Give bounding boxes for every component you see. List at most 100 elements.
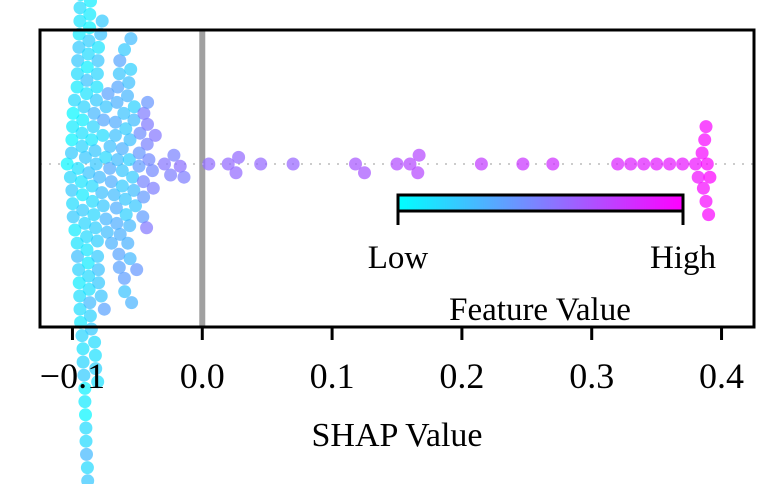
data-point [90, 234, 104, 248]
data-point [89, 93, 103, 107]
data-point [96, 128, 110, 142]
data-point [91, 263, 105, 277]
data-point [137, 190, 151, 204]
data-point [73, 289, 87, 303]
data-point [696, 181, 710, 195]
data-point [105, 236, 118, 250]
data-point [80, 87, 94, 101]
data-point [146, 181, 160, 195]
data-point [76, 113, 90, 127]
data-point [91, 249, 105, 263]
data-point [81, 474, 95, 484]
data-point [82, 269, 96, 283]
data-point [118, 43, 131, 57]
plot-frame [38, 28, 756, 329]
data-point [702, 208, 716, 222]
x-axis-title: SHAP Value [312, 417, 483, 454]
data-point [99, 212, 113, 226]
data-point [140, 137, 154, 151]
data-point [103, 161, 117, 175]
data-points [60, 0, 717, 484]
data-point [118, 192, 132, 206]
data-point [140, 221, 154, 235]
data-point [66, 106, 80, 120]
x-tick-label: 0.3 [569, 356, 614, 396]
data-point [88, 144, 102, 158]
data-point [141, 95, 155, 109]
data-point [412, 148, 426, 162]
data-point [83, 296, 97, 310]
data-point [117, 271, 131, 285]
x-tick-label: −0.1 [40, 356, 105, 396]
data-point [137, 106, 151, 120]
data-point [691, 170, 705, 184]
data-point [112, 260, 126, 274]
data-point [80, 243, 94, 257]
x-tick-label: 0.0 [180, 356, 225, 396]
data-point [72, 276, 86, 290]
data-point [111, 80, 125, 94]
data-point [611, 157, 625, 171]
data-point [71, 54, 85, 68]
data-point [71, 249, 84, 263]
data-point [60, 157, 74, 171]
data-point [124, 62, 138, 76]
data-point [122, 76, 136, 90]
data-point [118, 285, 132, 299]
data-point [76, 203, 90, 217]
data-point [78, 381, 92, 395]
colorbar-low-label: Low [368, 240, 429, 276]
colorbar-high-label: High [650, 240, 717, 276]
data-point [72, 40, 86, 54]
data-point [115, 179, 129, 193]
data-point [73, 1, 87, 15]
data-point [115, 164, 129, 178]
data-point [676, 157, 690, 171]
data-point [83, 21, 97, 35]
data-point [65, 183, 79, 197]
data-point [229, 166, 243, 180]
data-point [403, 157, 417, 171]
data-point [63, 170, 77, 184]
data-point [88, 335, 102, 349]
data-point [689, 157, 703, 171]
data-point [75, 329, 89, 343]
data-point [81, 256, 95, 270]
data-point [83, 7, 97, 21]
data-point [99, 150, 113, 164]
data-point [77, 0, 85, 2]
data-point [123, 133, 137, 147]
data-point [80, 73, 94, 87]
data-point [349, 157, 362, 171]
data-point [132, 146, 146, 160]
data-point [75, 139, 89, 153]
data-point [650, 157, 664, 171]
data-point [78, 216, 92, 230]
data-point [110, 216, 124, 230]
data-point [699, 194, 713, 208]
data-point [119, 208, 133, 222]
data-point [474, 157, 488, 171]
data-point [699, 120, 713, 134]
data-point [546, 157, 560, 171]
data-point [700, 157, 714, 171]
data-point [112, 247, 126, 261]
data-point [124, 32, 138, 46]
data-point [164, 168, 178, 182]
data-point [65, 146, 78, 160]
data-point [122, 153, 136, 167]
data-point [97, 302, 111, 316]
data-point [107, 188, 121, 202]
data-point [97, 113, 111, 127]
data-point [77, 368, 91, 382]
x-tick-label: 0.2 [439, 356, 484, 396]
data-point [95, 14, 109, 28]
x-axis-ticks: −0.1 0.0 0.1 0.2 0.3 0.4 [40, 327, 744, 396]
data-point [127, 100, 141, 114]
data-point [136, 175, 150, 189]
data-point [695, 146, 709, 160]
data-point [89, 221, 102, 235]
data-point [110, 95, 124, 109]
data-point [73, 302, 87, 316]
data-point [78, 150, 92, 164]
